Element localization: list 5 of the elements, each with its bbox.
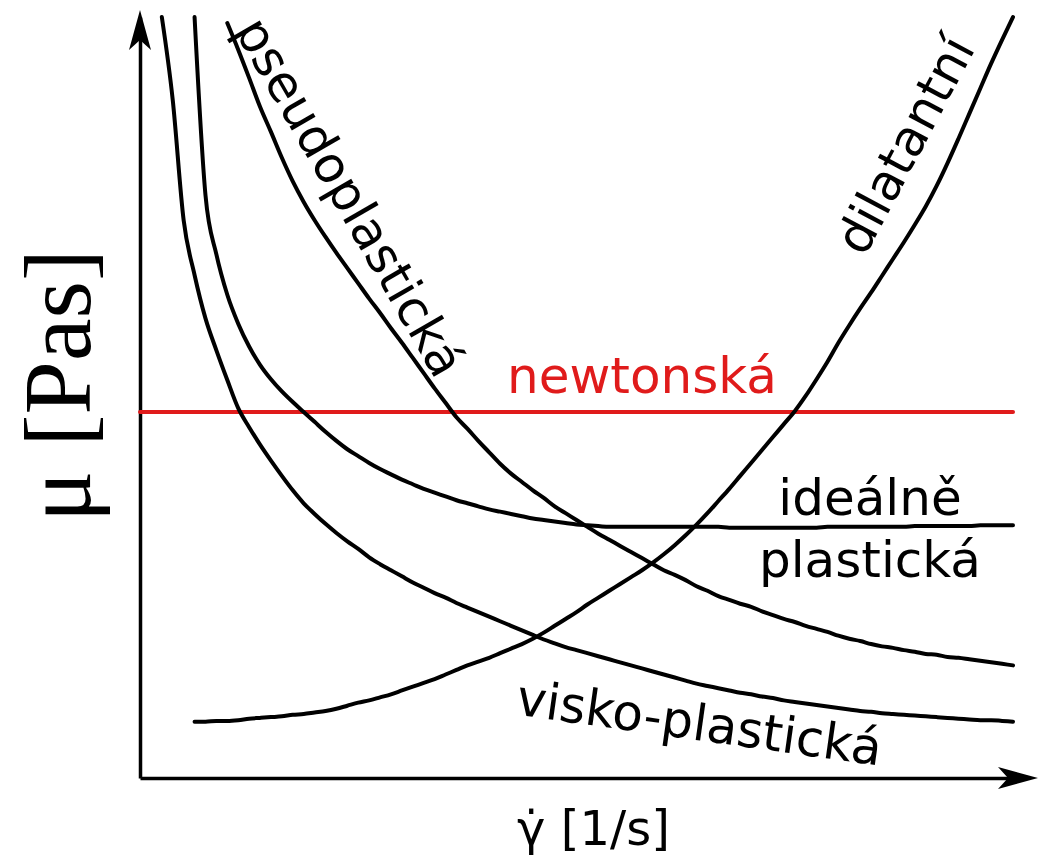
series-label: newtonská	[507, 347, 777, 405]
series-label: ideálně plastická	[758, 469, 982, 589]
y-axis-title: μ [Pas]	[3, 249, 111, 522]
text: visko-plastická	[512, 668, 886, 778]
x-axis-title: γ̇ [1/s]	[517, 799, 670, 856]
